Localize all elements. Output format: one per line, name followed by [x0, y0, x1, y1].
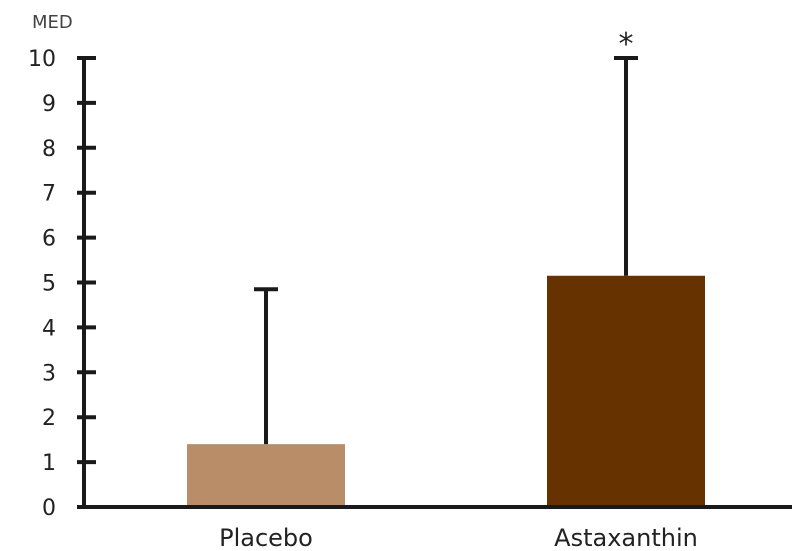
y-tick-label: 2	[42, 406, 56, 431]
y-tick-label: 4	[42, 316, 56, 341]
y-tick-label: 5	[42, 272, 56, 297]
y-tick-label: 1	[42, 451, 56, 476]
y-tick-label: 7	[42, 182, 56, 207]
y-tick-label: 6	[42, 227, 56, 252]
significance-marker: *	[619, 27, 634, 62]
y-tick-label: 10	[28, 47, 56, 72]
y-tick-label: 0	[42, 496, 56, 521]
bar-astaxanthin	[547, 275, 705, 507]
x-tick-label: Astaxanthin	[554, 524, 698, 551]
y-tick-label: 9	[42, 92, 56, 117]
y-tick-label: 8	[42, 137, 56, 162]
bar-placebo	[187, 444, 345, 507]
y-tick-label: 3	[42, 361, 56, 386]
x-tick-label: Placebo	[219, 524, 313, 551]
y-axis-label: MED	[32, 12, 73, 33]
